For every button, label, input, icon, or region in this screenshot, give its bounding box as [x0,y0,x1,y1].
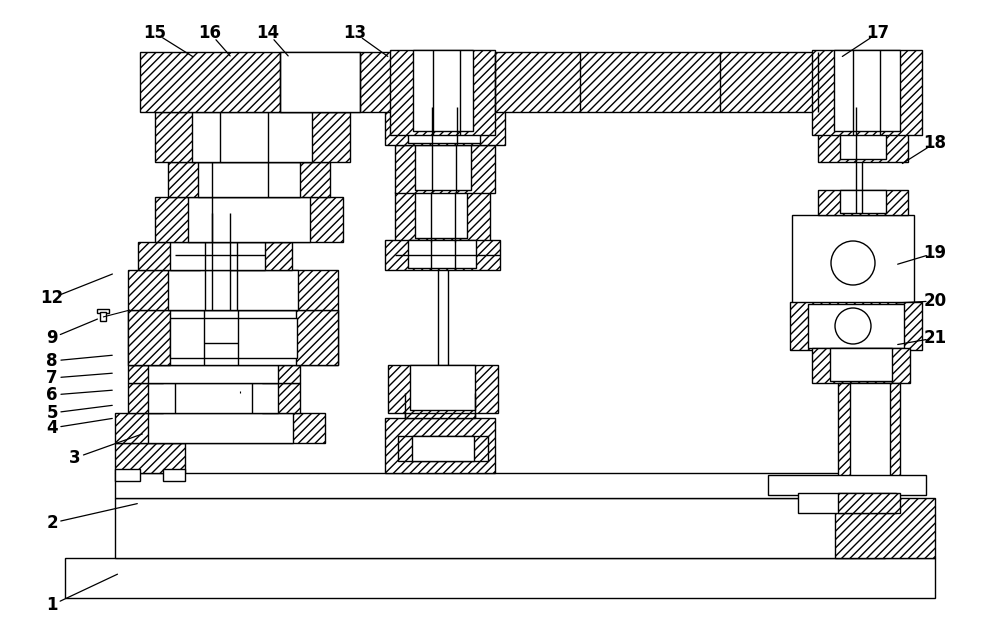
Bar [390,50,495,135]
Bar [818,190,908,215]
Text: 1: 1 [46,596,58,614]
Bar [65,558,935,598]
Bar [115,498,885,558]
Bar [412,436,474,461]
Bar [128,310,338,365]
Bar [128,270,338,310]
Text: 7: 7 [46,369,58,387]
Bar [812,50,922,135]
Text: 13: 13 [343,24,367,42]
Bar [138,242,200,270]
Bar [790,302,922,350]
Text: 3: 3 [69,449,81,467]
Bar [280,52,360,112]
Text: 21: 21 [923,329,947,347]
Bar [128,383,163,413]
Bar [395,145,495,193]
Bar [170,318,297,358]
Bar [163,469,185,481]
Text: 15: 15 [144,24,166,42]
Bar [230,242,292,270]
Bar [410,365,475,410]
Bar [168,162,330,197]
Bar [385,240,500,270]
Bar [408,240,476,268]
Bar [192,112,312,162]
Text: 2: 2 [46,514,58,532]
Bar [148,383,278,413]
Bar [834,50,900,131]
Bar [850,383,890,476]
Bar [148,365,278,383]
Bar [140,52,918,112]
Bar [812,348,910,383]
Bar [115,443,185,473]
Bar [148,413,293,443]
Bar [388,365,498,413]
Bar [115,473,885,498]
Text: 8: 8 [46,352,58,370]
Bar [155,197,343,242]
Text: 6: 6 [46,386,58,404]
Bar [155,112,350,162]
Bar [100,312,106,321]
Text: 4: 4 [46,419,58,437]
Bar [115,469,140,481]
Bar [296,310,338,365]
Bar [97,309,109,313]
Bar [398,436,488,461]
Bar [168,270,298,310]
Bar [818,107,908,162]
Bar [385,107,505,145]
Bar [840,190,886,213]
Text: 14: 14 [256,24,280,42]
Bar [128,310,170,365]
Bar [170,242,265,270]
Bar [385,418,495,473]
Text: 16: 16 [198,24,222,42]
Text: 5: 5 [46,404,58,422]
Bar [408,107,480,143]
Bar [838,383,900,478]
Bar [262,383,300,413]
Bar [830,348,892,381]
Text: 19: 19 [923,244,947,262]
Bar [115,413,325,443]
Bar [415,145,471,190]
Bar [415,192,467,238]
Bar [840,107,886,159]
Bar [198,162,300,197]
Text: 9: 9 [46,329,58,347]
Text: 18: 18 [924,134,946,152]
Bar [413,50,473,131]
Text: 17: 17 [866,24,890,42]
Bar [188,197,310,242]
Bar [835,498,935,558]
Bar [838,493,900,513]
Bar [798,493,896,513]
Bar [262,365,300,383]
Bar [128,365,163,383]
Bar [792,215,914,303]
Bar [395,192,490,242]
Text: 12: 12 [40,289,64,307]
Bar [405,393,475,418]
Text: 20: 20 [923,292,947,310]
Bar [768,475,926,495]
Bar [808,304,904,348]
